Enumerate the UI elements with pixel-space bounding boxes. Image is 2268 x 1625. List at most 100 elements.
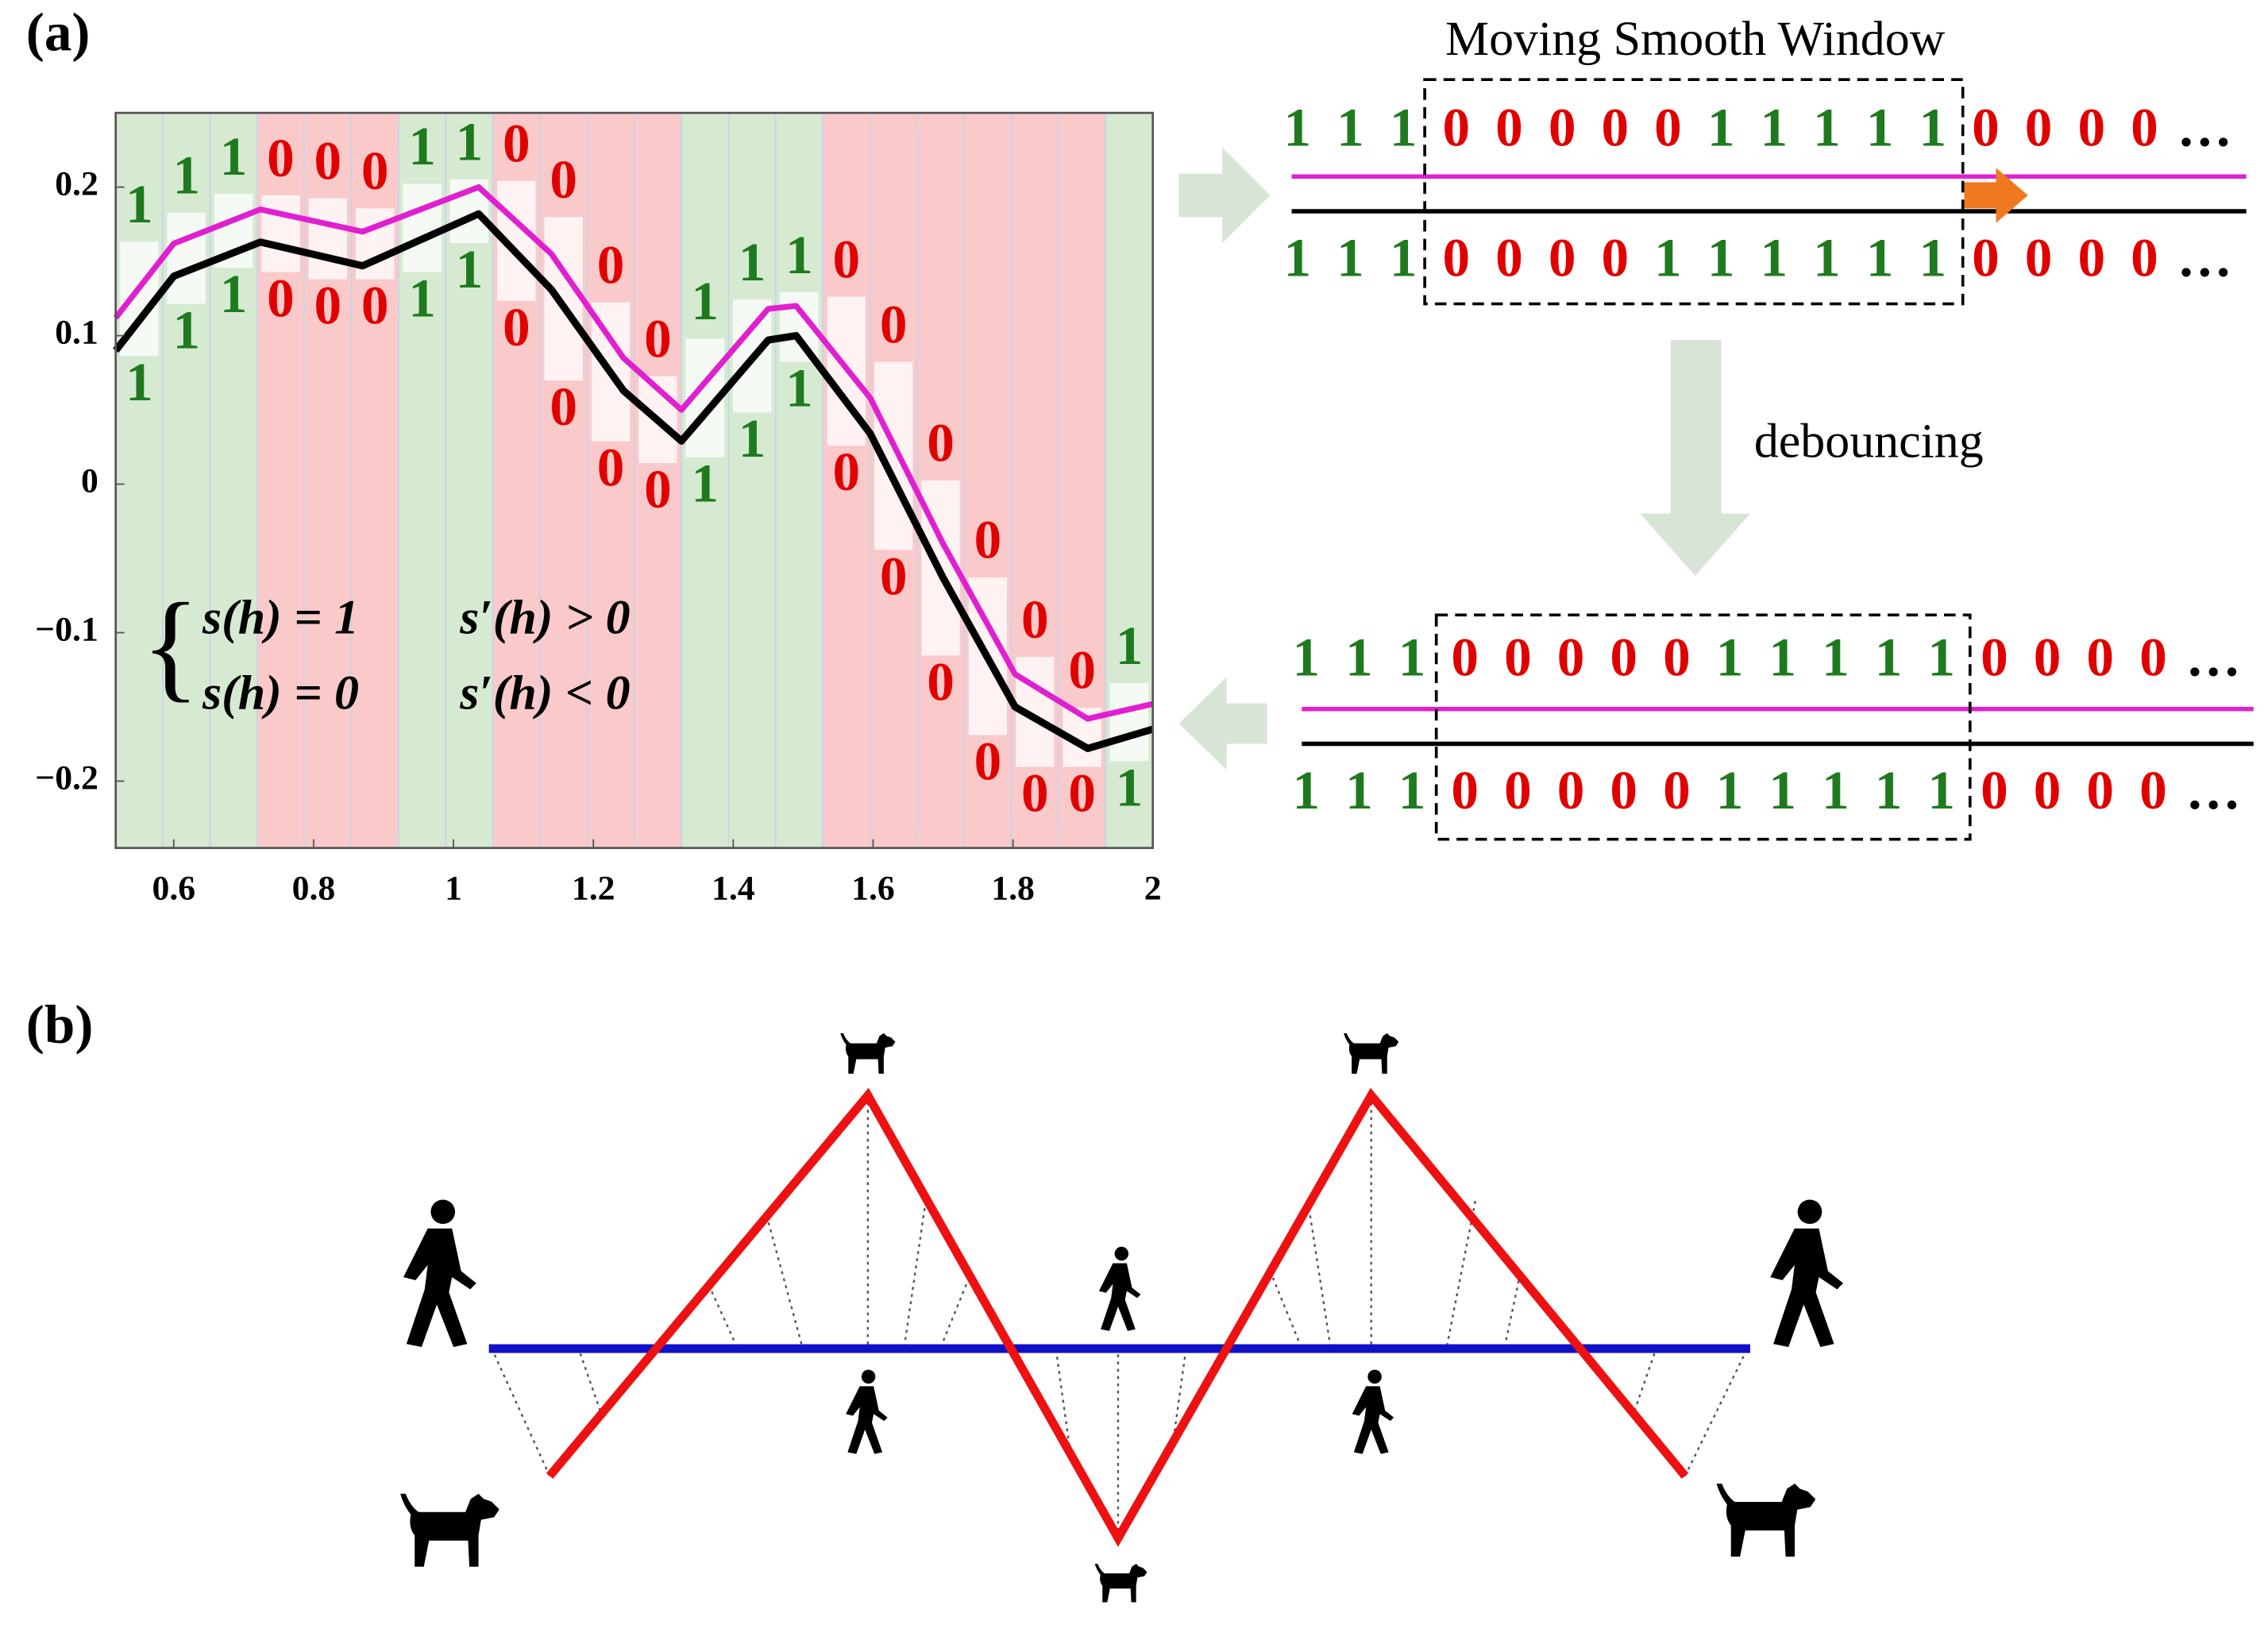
sequence-digit: 0 [1451,626,1479,687]
sequence-digit: 0 [2086,626,2114,687]
sequence-digit: 1 [1919,96,1946,157]
sequence-digit: 1 [1398,626,1426,687]
sequence-digit: 1 [1919,226,1946,288]
state-column [633,112,682,849]
state-digit: 1 [220,263,248,324]
sequence-digit: 1 [1336,226,1364,288]
sequence-digit: 1 [1866,96,1894,157]
sequence-digit: 1 [1927,626,1955,687]
process-label: debouncing [1754,414,1984,468]
state-digit: 0 [361,140,389,201]
sequence-digit: 1 [1390,96,1418,157]
sequence-digit: 0 [2131,226,2158,288]
sequence-digit: 1 [1768,759,1796,820]
state-digit: 0 [550,376,577,437]
state-digit: 1 [408,115,436,176]
state-digit: 0 [361,275,389,336]
dog-icon [1094,1563,1148,1603]
state-box [261,195,300,272]
ellipsis: … [2186,759,2241,820]
state-digit: 1 [785,357,813,418]
window-box [1423,78,1965,306]
sequence-digit: 0 [1663,759,1691,820]
state-digit: 0 [927,412,955,473]
state-digit: 0 [550,149,577,210]
sequence-digit: 0 [1495,96,1523,157]
shift-arrow [1964,168,2028,223]
y-tick-label: 0.2 [55,165,98,203]
sequence-digit: 0 [1981,626,2008,687]
sequences: 1 1 1 0 0 0 0 0 1 1 1 1 1 0 0 0 0 …1 1 1 0 0 0 0 1 1 1 1 1 1 0 0 0 0 …1 1 1 0… [1284,96,2241,820]
panel-label: (b) [26,994,94,1055]
dog-icon [1716,1483,1816,1557]
state-digit: 0 [833,228,861,289]
state-digit: 1 [739,407,766,469]
sequence-digit: 0 [1549,226,1576,288]
equation: s′(h) > 0 [459,591,630,645]
sequence-digit: 1 [1654,226,1682,288]
flow-arrow [1640,340,1750,577]
sequence-digit: 0 [1972,226,2000,288]
sequence-digit: 1 [1398,759,1426,820]
state-digit: 0 [314,129,342,191]
state-digit: 0 [927,650,955,712]
y-tick-label: −0.1 [35,611,98,649]
state-digit: 1 [785,224,813,285]
x-tick-label: 1.8 [991,869,1035,907]
state-box [403,183,442,272]
walker-icon [846,1369,888,1454]
dog-icon [1344,1033,1399,1074]
state-digit: 0 [597,437,625,498]
sequence-digit: 1 [1292,759,1320,820]
flow-arrow [1178,677,1267,770]
x-tick-label: 0.6 [152,869,195,907]
walker-icon [1352,1369,1394,1454]
state-digit: 1 [172,299,200,361]
sequence-digit: 1 [1822,759,1850,820]
state-box [1109,682,1149,762]
equation: s(h) = 1 [202,591,359,645]
ellipsis: … [2177,96,2232,157]
y-tick-label: 0 [81,462,98,500]
state-digit: 0 [1068,762,1096,824]
state-digit: 1 [1116,756,1144,817]
state-digit: 0 [1068,639,1096,701]
sequence-digit: 0 [2139,759,2167,820]
sequence-digit: 0 [2139,626,2167,687]
sequence-digit: 1 [1813,96,1841,157]
state-digit: 0 [644,458,672,519]
sequence-digit: 1 [1284,226,1312,288]
equation: s(h) = 0 [202,666,359,720]
state-digit: 1 [691,270,719,331]
state-digit: 0 [267,127,295,188]
state-digit: 0 [503,296,530,357]
y-tick-label: 0.1 [55,314,98,352]
sequence-digit: 1 [1760,96,1788,157]
sequence-digit: 1 [1716,626,1744,687]
state-digit: 0 [1021,589,1049,650]
sequence-digit: 1 [1822,626,1850,687]
state-box [308,198,348,280]
dog-icon [840,1033,896,1074]
sequence-digit: 1 [1390,226,1418,288]
sequence-digit: 0 [1610,626,1637,687]
state-column [114,112,164,849]
sequence-digit: 0 [2131,96,2158,157]
state-digit: 0 [1021,762,1049,824]
state-digit: 0 [267,267,295,328]
x-tick-label: 0.8 [292,869,336,907]
state-digit: 1 [739,231,766,292]
state-column [727,112,777,849]
ellipsis: … [2177,226,2232,288]
sequence-digit: 1 [1927,759,1955,820]
sequence-digit: 0 [2077,96,2105,157]
sequence-digit: 1 [1345,759,1373,820]
flow-arrow [1178,147,1271,244]
walker-icon [1098,1246,1141,1331]
sequence-digit: 1 [1292,626,1320,687]
panel-label: (a) [26,1,91,62]
brace: { [141,579,199,713]
sequence-digit: 0 [1451,759,1479,820]
ellipsis: … [2186,626,2241,687]
x-tick-label: 1 [445,869,462,907]
